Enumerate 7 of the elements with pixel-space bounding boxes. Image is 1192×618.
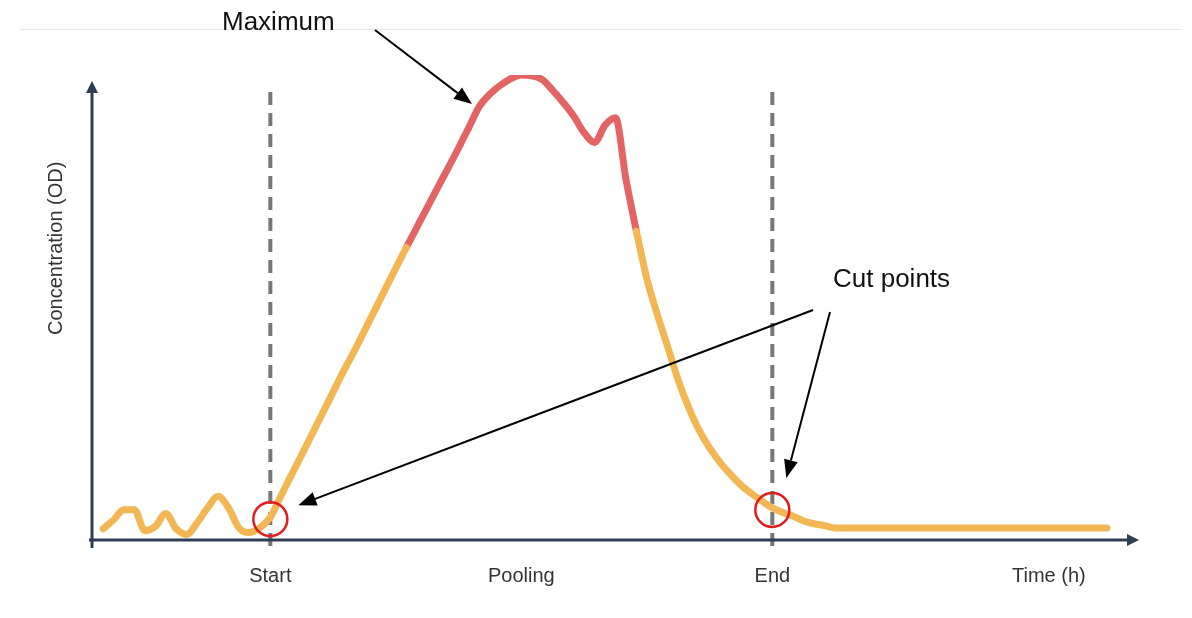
x-axis-title: Time (h) — [1012, 564, 1086, 587]
x-tick-label: Start — [249, 563, 292, 586]
x-tick-label: Pooling — [487, 563, 555, 586]
annotation: Cut points — [833, 263, 951, 294]
y-axis-title: Concentration (OD) — [44, 161, 67, 335]
x-tick-label: End — [754, 563, 791, 586]
text: Maximum — [222, 6, 335, 37]
